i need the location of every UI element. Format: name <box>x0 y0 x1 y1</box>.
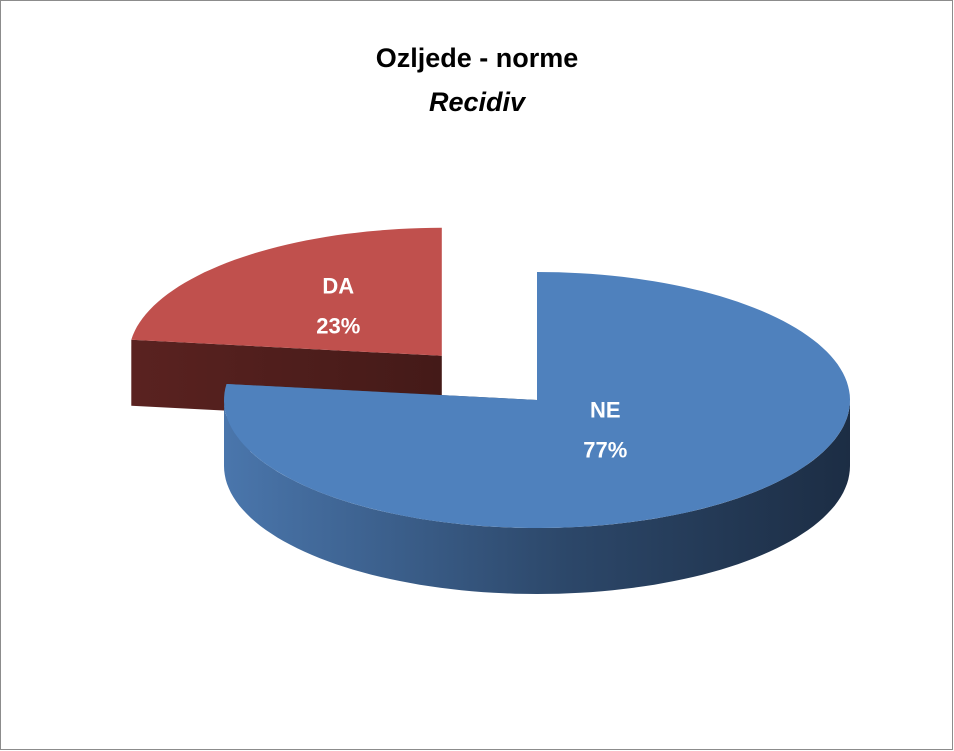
slice-side <box>224 400 850 594</box>
slice-category-label: DA <box>322 274 354 299</box>
chart-subtitle: Recidiv <box>429 87 527 117</box>
slice-value-label: 23% <box>316 314 360 339</box>
slice <box>224 272 850 528</box>
slice <box>131 227 442 356</box>
slice-category-label: NE <box>590 397 621 422</box>
chart-title: Ozljede - norme <box>376 43 579 73</box>
slice-value-label: 77% <box>583 437 627 462</box>
